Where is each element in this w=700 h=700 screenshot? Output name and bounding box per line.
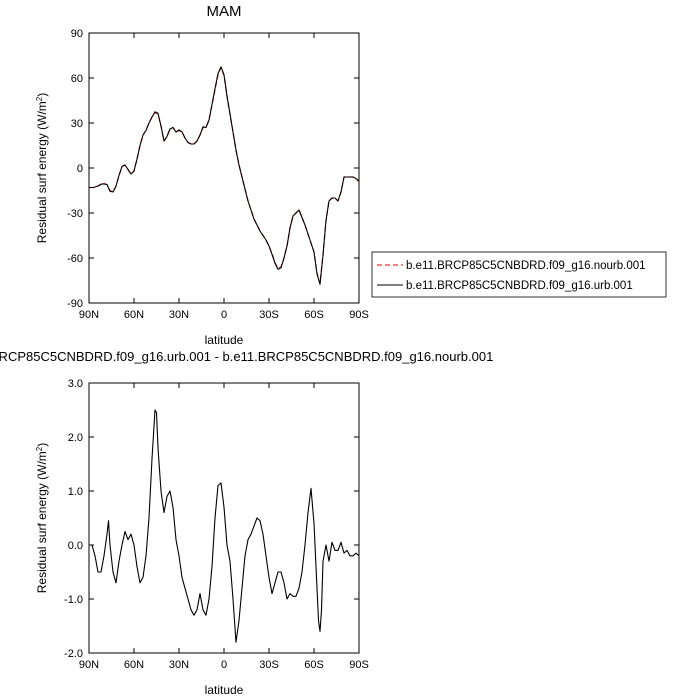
top-y-tick-label: 60: [71, 73, 83, 85]
bottom-panel: b.e11.BRCP85C5CNBDRD.f09_g16.urb.001 - b…: [0, 349, 493, 697]
top-y-axis-label-close: ): [35, 93, 49, 97]
top-y-tick-label: -30: [67, 208, 83, 220]
top-x-axis-label: latitude: [205, 333, 244, 347]
bottom-x-tick-label: 90S: [349, 659, 369, 671]
legend-box: [371, 251, 667, 298]
bottom-x-axis-label: latitude: [205, 683, 244, 697]
top-x-tick-label: 30N: [169, 309, 189, 321]
bottom-y-axis-label: Residual surf energy (W/m2): [35, 443, 49, 594]
top-y-axis-label: Residual surf energy (W/m2): [35, 93, 49, 244]
top-y-tick-label: 90: [71, 28, 83, 40]
top-x-tick-label: 60N: [124, 309, 144, 321]
top-y-tick-label: 0: [77, 163, 83, 175]
top-series-line-1: [89, 66, 360, 285]
top-y-tick-label: -90: [67, 298, 83, 310]
legend-label-urb: b.e11.BRCP85C5CNBDRD.f09_g16.urb.001: [406, 280, 633, 292]
bottom-y-tick-label: 1.0: [68, 486, 83, 498]
top-y-tick-label: -60: [67, 253, 83, 265]
top-y-axis-label-main: Residual surf energy (W/m: [35, 101, 49, 243]
bottom-y-tick-label: -2.0: [64, 648, 83, 660]
bottom-y-tick-label: 2.0: [68, 432, 83, 444]
bottom-y-axis-label-close: ): [35, 443, 49, 447]
bottom-x-tick-label: 90N: [79, 659, 99, 671]
bottom-series-line-0: [89, 409, 360, 643]
bottom-y-axis-label-main: Residual surf energy (W/m: [35, 451, 49, 593]
bottom-x-tick-label: 60N: [124, 659, 144, 671]
top-y-axis: -90 -60 -30 0 30 60 90: [67, 28, 359, 310]
legend-label-nourb: b.e11.BRCP85C5CNBDRD.f09_g16.nourb.001: [406, 260, 646, 272]
top-series-lines: [89, 66, 360, 285]
top-series-line-0: [89, 66, 360, 285]
top-y-tick-label: 30: [71, 118, 83, 130]
top-x-tick-label: 30S: [259, 309, 279, 321]
bottom-x-tick-label: 60S: [304, 659, 324, 671]
top-y-axis-label-superscript: 2: [35, 96, 44, 101]
bottom-y-tick-label: 0.0: [68, 540, 83, 552]
bottom-x-axis: 90N 60N 30N 0 30S 60S 90S: [79, 383, 369, 671]
bottom-y-axis-label-superscript: 2: [35, 446, 44, 451]
top-x-tick-label: 0: [221, 309, 227, 321]
top-panel: MAM -90 -60 -30 0 30 60 90 90N 60N 30N 0 30S 60S 90S…: [35, 3, 667, 347]
bottom-x-tick-label: 0: [221, 659, 227, 671]
bottom-y-axis: -2.0 -1.0 0.0 1.0 2.0 3.0: [64, 378, 359, 660]
bottom-chart-title: b.e11.BRCP85C5CNBDRD.f09_g16.urb.001 - b…: [0, 349, 493, 364]
top-x-tick-label: 90N: [79, 309, 99, 321]
bottom-x-tick-label: 30N: [169, 659, 189, 671]
legend: b.e11.BRCP85C5CNBDRD.f09_g16.nourb.001 b…: [371, 251, 667, 298]
bottom-series-lines: [89, 409, 360, 643]
top-chart-title: MAM: [207, 3, 242, 20]
bottom-y-tick-label: -1.0: [64, 594, 83, 606]
top-x-tick-label: 60S: [304, 309, 324, 321]
bottom-x-tick-label: 30S: [259, 659, 279, 671]
top-x-axis: 90N 60N 30N 0 30S 60S 90S: [79, 33, 369, 321]
top-x-tick-label: 90S: [349, 309, 369, 321]
bottom-y-tick-label: 3.0: [68, 378, 83, 390]
